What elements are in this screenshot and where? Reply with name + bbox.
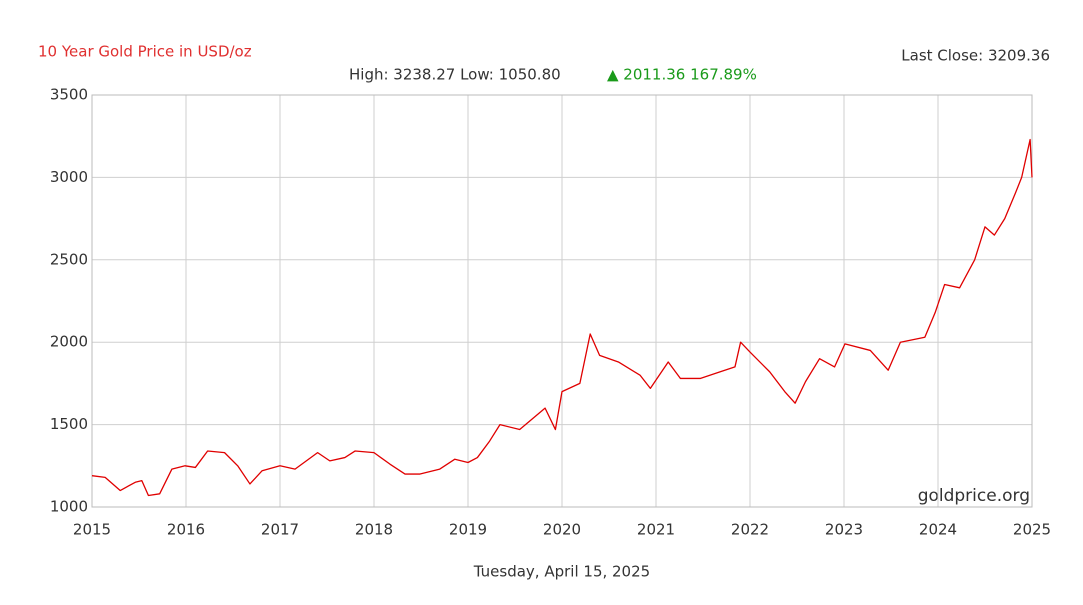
y-tick-label: 2000 [50, 333, 88, 351]
chart-title: 10 Year Gold Price in USD/oz [38, 43, 252, 61]
x-tick-label: 2016 [167, 521, 205, 539]
y-tick-label: 1500 [50, 415, 88, 433]
change: ▲ 2011.36 167.89% [607, 66, 757, 84]
y-tick-label: 3000 [50, 168, 88, 186]
price-line [91, 138, 1033, 497]
x-tick-label: 2018 [355, 521, 393, 539]
x-tick-label: 2020 [543, 521, 581, 539]
x-tick-label: 2015 [73, 521, 111, 539]
x-tick-label: 2021 [637, 521, 675, 539]
y-tick-label: 2500 [50, 250, 88, 268]
last-close: Last Close: 3209.36 [901, 47, 1050, 65]
y-tick-label: 3500 [50, 86, 88, 104]
x-tick-label: 2024 [919, 521, 957, 539]
x-tick-label: 2025 [1013, 521, 1051, 539]
plot-border [91, 94, 1033, 508]
subtitle: High: 3238.27 Low: 1050.80 [349, 66, 561, 84]
x-tick-label: 2017 [261, 521, 299, 539]
y-tick-label: 1000 [50, 498, 88, 516]
x-tick-label: 2019 [449, 521, 487, 539]
watermark: goldprice.org [918, 486, 1030, 506]
date-label: Tuesday, April 15, 2025 [473, 563, 650, 581]
x-tick-label: 2022 [731, 521, 769, 539]
x-tick-label: 2023 [825, 521, 863, 539]
